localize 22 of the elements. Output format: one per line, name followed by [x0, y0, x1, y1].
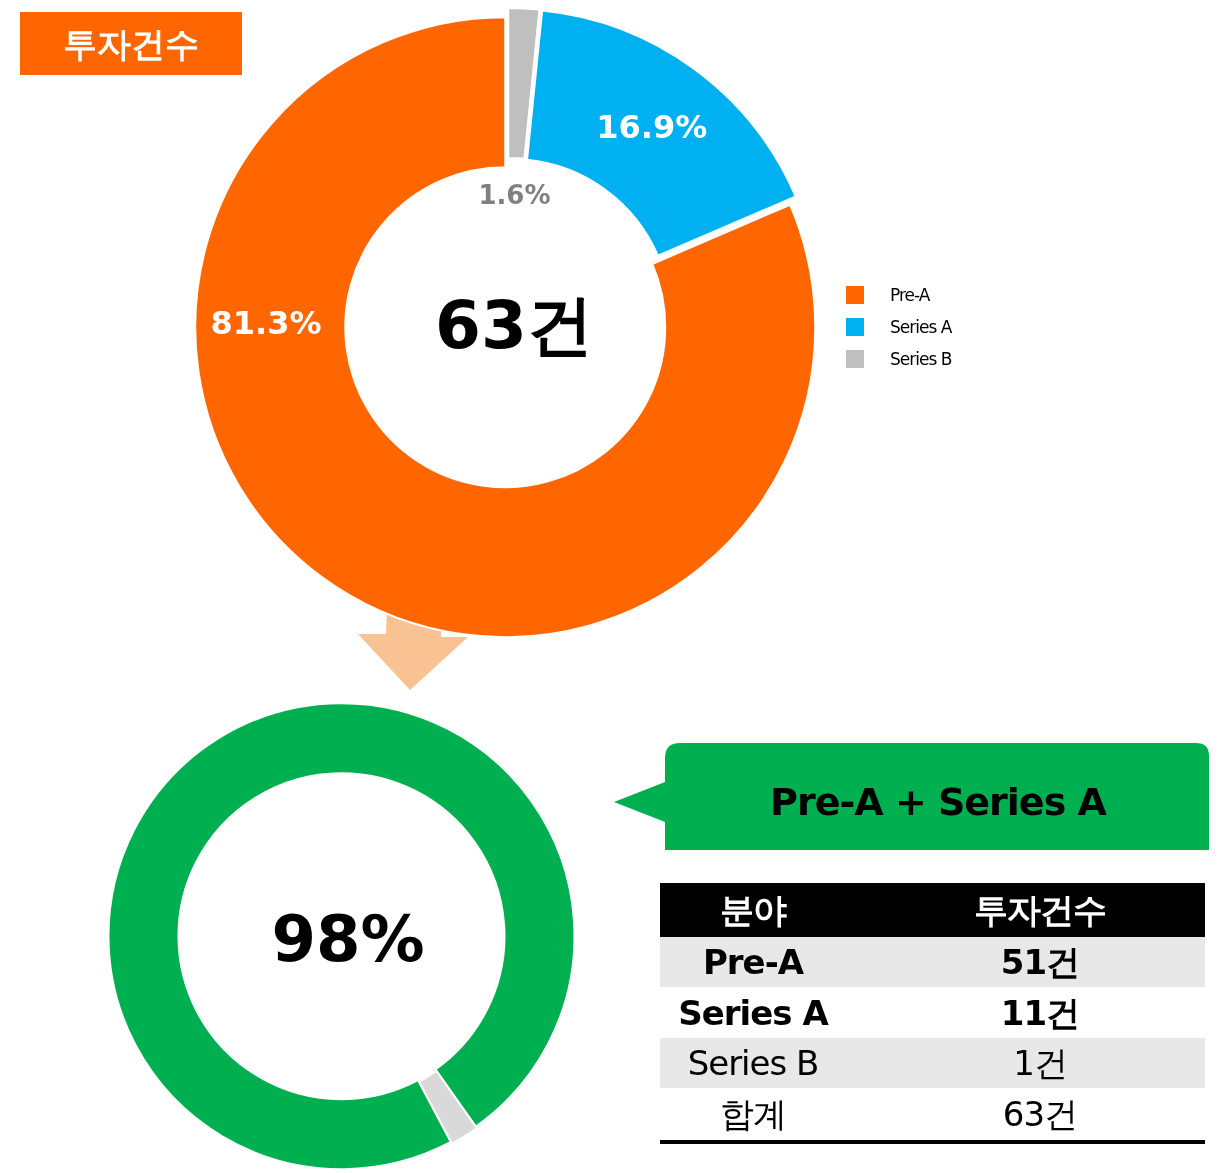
- data-label: 1.6%: [478, 180, 551, 211]
- legend-label: Pre-A: [890, 285, 931, 305]
- text: Series B: [687, 1043, 819, 1083]
- data-label: 16.9%: [596, 108, 708, 147]
- text: 63건: [435, 286, 593, 364]
- text: 51건: [1000, 942, 1080, 982]
- legend-label: Series B: [890, 349, 952, 369]
- text: 63건: [1002, 1094, 1078, 1134]
- text: 합계: [720, 1094, 786, 1134]
- donut-slice: [107, 702, 576, 1171]
- text: 11건: [1000, 992, 1080, 1033]
- legend-label: Series A: [890, 317, 953, 337]
- text: 98%: [271, 902, 425, 976]
- text: 투자건수: [974, 890, 1106, 930]
- text: 분야: [720, 890, 787, 930]
- text: 투자건수: [63, 24, 199, 64]
- text: Pre-A + Series A: [770, 780, 1108, 824]
- data-label: 81.3%: [210, 304, 322, 342]
- text: Series A: [678, 992, 830, 1033]
- text: Pre-A: [702, 942, 805, 982]
- donut-slice: [418, 1070, 478, 1145]
- text: 1건: [1013, 1043, 1067, 1083]
